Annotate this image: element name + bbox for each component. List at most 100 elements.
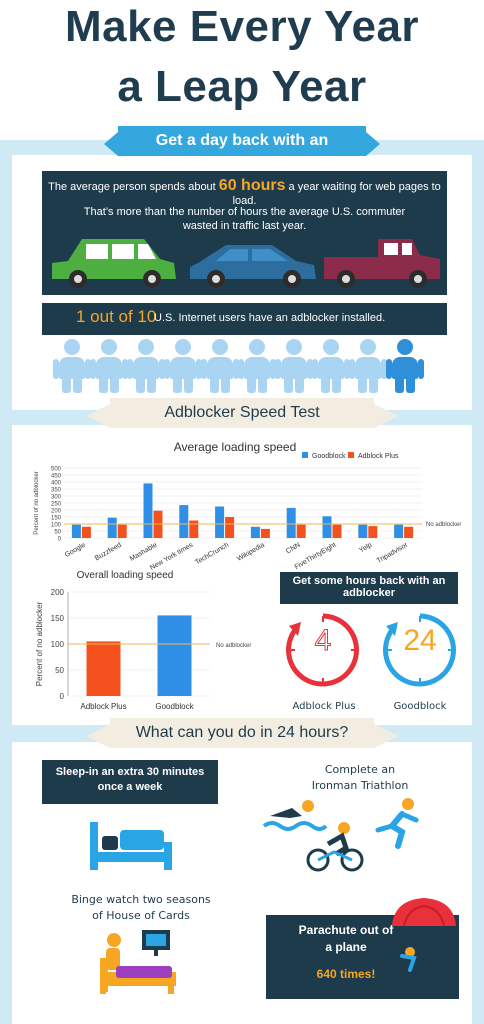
chart1-y-tick: 300 <box>51 495 62 501</box>
parachute-line2: a plane <box>325 940 367 954</box>
triathlon-line1: Complete an <box>324 763 396 776</box>
adblock-stat-bar: 1 out of 10 U.S. Internet users have an … <box>42 303 447 335</box>
chart2-x-tick: Goodblock <box>155 702 194 711</box>
binge-line1: Binge watch two seasons <box>71 893 211 906</box>
chart1-bar-adblock-plus <box>296 524 306 538</box>
people-row <box>53 339 436 395</box>
person-icon <box>386 339 424 395</box>
ribbon-day-back: Get a day back with an adblocker <box>118 126 366 179</box>
chart1-y-tick: 400 <box>51 481 62 487</box>
sleep-line1: Sleep-in an extra 30 minutes <box>55 766 205 778</box>
ribbon-tail-right <box>366 132 380 156</box>
chart1-y-label: Percent of no adblocker <box>34 471 40 534</box>
stat-line1-post: a year waiting for web pages to load. <box>232 181 441 207</box>
chart1-y-tick: 350 <box>51 488 62 494</box>
ribbon-speed-test-label: Adblocker Speed Test <box>164 404 320 421</box>
chart2-y-tick: 100 <box>51 640 65 649</box>
chart1-bar-goodblock <box>107 517 117 538</box>
adblock-stat-highlight: 1 out of 10 <box>76 307 157 326</box>
chart1-title: Average loading speed <box>173 440 297 454</box>
chart1-y-tick: 100 <box>51 523 62 529</box>
chart1-y-tick: 200 <box>51 509 62 515</box>
chart1-legend-goodblock: Goodblock <box>302 452 345 460</box>
person-icon <box>312 339 350 395</box>
chart1-y-tick: 50 <box>54 530 61 536</box>
parachute-icon <box>392 898 456 972</box>
chart1-y-tick: 0 <box>58 537 62 543</box>
chart1-x-tick: Buzzfeed <box>94 542 123 563</box>
truck-icon <box>324 239 440 288</box>
chart2-y-label: Percent of no adblocker <box>35 601 44 686</box>
chart1-y-tick: 150 <box>51 516 62 522</box>
chart1-bar-goodblock <box>215 506 225 538</box>
chart1-bar-adblock-plus <box>81 526 91 538</box>
ribbon2-tail-left <box>86 404 110 428</box>
person-icon <box>53 339 91 395</box>
person-icon <box>201 339 239 395</box>
chart1-bar-goodblock <box>358 524 368 538</box>
sleep-box: Sleep-in an extra 30 minutes once a week <box>42 760 218 804</box>
chart2-bar <box>157 615 192 696</box>
parachute-box: Parachute out of a plane 640 times! <box>266 915 459 999</box>
chart1-bar-adblock-plus <box>368 526 378 538</box>
chart2-y-tick: 150 <box>51 614 65 623</box>
chart1-bar-adblock-plus <box>260 528 270 538</box>
chart2-y-tick: 200 <box>51 588 65 597</box>
ribbon-24-hours-label: What can you do in 24 hours? <box>135 724 349 741</box>
stat-line2: That’s more than the number of hours the… <box>83 206 406 218</box>
chart-average-loading: Average loading speed Goodblock Adblock … <box>30 440 470 570</box>
chart1-legend-swatch-goodblock <box>302 452 308 458</box>
chart1-bar-goodblock <box>322 516 332 538</box>
blue-car-icon <box>190 245 316 288</box>
page-title-line2: a Leap Year <box>117 62 367 111</box>
chart1-x-tick: TechCrunch <box>194 542 230 567</box>
person-icon <box>90 339 128 395</box>
clock-adblock-plus-icon <box>286 613 359 687</box>
chart1-y-tick: 250 <box>51 502 62 508</box>
chart2-plot: 0 50 100 150 200 Percent of no adblocker Adblo… <box>35 588 251 711</box>
ribbon2-tail-right <box>374 404 398 428</box>
hours-back-box: Get some hours back with an adblocker <box>280 572 458 604</box>
chart1-bar-goodblock <box>394 524 404 538</box>
ribbon3-tail-right <box>374 724 398 748</box>
green-car-icon <box>52 239 176 288</box>
stat-line3: wasted in traffic last year. <box>182 220 307 232</box>
triathlon-line2: Ironman Triathlon <box>311 779 409 792</box>
hours-back-title-line1: Get some hours back with an <box>292 575 446 587</box>
chart2-y-tick: 0 <box>60 692 65 701</box>
chart-overall-loading: Overall loading speed 0 50 100 150 200 Percen… <box>30 568 270 718</box>
person-icon <box>275 339 313 395</box>
chart1-bar-goodblock <box>179 505 189 538</box>
ribbon-24-hours: What can you do in 24 hours? <box>110 718 374 748</box>
chart1-legend-adblock: Adblock Plus <box>348 452 398 460</box>
clock-goodblock-label: Goodblock <box>393 701 447 712</box>
chart1-bar-adblock-plus <box>189 520 199 538</box>
swimmer-icon <box>262 800 328 831</box>
chart1-bar-adblock-plus <box>332 524 342 538</box>
chart1-bar-adblock-plus <box>117 524 127 538</box>
person-icon <box>127 339 165 395</box>
chart1-bar-goodblock <box>286 507 296 538</box>
stat-line1-pre: The average person spends about <box>48 181 216 193</box>
chart2-x-tick: Adblock Plus <box>80 702 126 711</box>
sleep-line2: once a week <box>97 781 163 793</box>
person-icon <box>164 339 202 395</box>
chart1-bar-adblock-plus <box>404 526 414 538</box>
hours-back-title-line2: adblocker <box>343 587 395 599</box>
chart2-y-tick: 50 <box>55 666 64 675</box>
chart1-legend-label-adblock: Adblock Plus <box>358 453 399 460</box>
adblock-stat-text: U.S. Internet users have an adblocker in… <box>154 312 386 324</box>
binge-text: Binge watch two seasons of House of Card… <box>58 893 224 922</box>
clock-adblock-plus-value: 4 <box>314 624 332 658</box>
couch-tv-icon <box>100 930 176 994</box>
runner-icon <box>375 798 419 849</box>
triathlon-text: Complete an Ironman Triathlon <box>280 763 440 792</box>
stat-box: The average person spends about 60 hours… <box>42 171 447 295</box>
chart1-reference-label: No adblocker <box>426 522 461 528</box>
person-icon <box>238 339 276 395</box>
person-icon <box>349 339 387 395</box>
bed-icon <box>90 822 172 870</box>
ribbon-speed-test: Adblocker Speed Test <box>110 398 374 428</box>
chart1-x-tick: CNN <box>285 542 302 556</box>
